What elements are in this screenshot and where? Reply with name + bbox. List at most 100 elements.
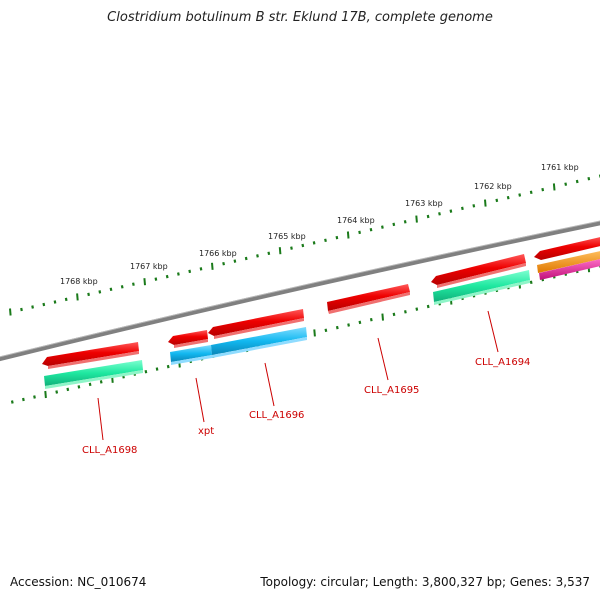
gene-xpt-red[interactable] [168,330,208,348]
minor-tick [87,292,90,297]
minor-tick [415,307,419,311]
genome-backbone [0,220,600,362]
gene-cll-a1696-red[interactable] [208,309,304,339]
minor-tick [290,246,293,250]
minor-tick [381,225,384,229]
minor-tick [324,328,328,333]
leader-line [377,337,389,381]
minor-tick [312,241,316,245]
minor-tick [120,285,124,289]
gene-label-xpt[interactable]: xpt [198,426,214,437]
gene-cll-a1695-red[interactable] [327,284,410,314]
kbp-label: 1764 kbp [337,216,375,225]
gene-cll-a1698-green[interactable] [44,360,143,389]
minor-tick [575,179,579,184]
major-tick [484,199,487,207]
minor-tick [564,182,568,186]
kbp-label: 1761 kbp [541,163,579,172]
minor-tick [541,187,545,192]
kbp-label: 1763 kbp [405,199,443,208]
minor-tick [188,269,192,274]
outer-tick-row [9,174,600,316]
minor-tick [426,214,430,219]
minor-tick [392,312,396,317]
gene-cll-a1698-red[interactable] [42,342,139,369]
kbp-label: 1768 kbp [60,277,98,286]
major-tick [143,278,146,286]
major-tick [346,231,350,239]
genome-summary: Topology: circular; Length: 3,800,327 bp… [260,575,590,589]
minor-tick [177,272,180,276]
gene-label-cll-a1696[interactable]: CLL_A1696 [249,410,304,421]
minor-tick [449,209,453,213]
minor-tick [301,243,305,248]
major-tick [76,293,79,301]
minor-tick [587,176,591,181]
map-title: Clostridium botulinum B str. Eklund 17B,… [107,10,493,25]
minor-tick [403,220,407,224]
major-tick [44,390,47,399]
minor-tick [506,195,510,200]
minor-tick [495,198,499,203]
leader-line [487,310,499,353]
gene-cll-a1694-red[interactable] [431,254,526,288]
minor-tick [31,305,34,309]
leader-line [264,362,275,407]
kbp-label: 1766 kbp [199,249,237,258]
minor-tick [109,287,113,292]
minor-tick [358,230,361,235]
minor-tick [165,274,169,279]
kbp-label: 1767 kbp [130,262,168,271]
minor-tick [438,212,441,216]
minor-tick [529,190,533,195]
gene-edge-red[interactable] [534,236,600,260]
major-tick [381,313,384,321]
minor-tick [267,251,271,256]
minor-tick [42,302,46,307]
minor-tick [88,382,92,387]
minor-tick [244,256,248,261]
minor-tick [256,254,259,258]
gene-edge-orange[interactable] [537,250,600,273]
kbp-labels: 1768 kbp 1767 kbp 1766 kbp 1765 kbp 1764… [60,163,579,286]
major-tick [552,183,556,191]
major-tick [278,247,282,255]
minor-tick [369,317,373,322]
minor-tick [20,307,23,312]
minor-tick [358,320,362,325]
leader-line [97,397,104,441]
minor-tick [99,380,103,384]
minor-tick [335,235,339,240]
major-tick [9,308,12,316]
minor-tick [33,395,36,399]
leader-line [195,377,205,423]
major-tick [211,262,214,270]
minor-tick [461,206,464,211]
minor-tick [22,397,25,402]
minor-tick [144,369,148,374]
minor-tick [66,387,70,392]
kbp-label: 1765 kbp [268,232,306,241]
minor-tick [529,280,533,285]
gene-cll-a1694-green[interactable] [433,270,530,305]
minor-tick [222,261,225,266]
gene-label-cll-a1695[interactable]: CLL_A1695 [364,385,419,396]
major-tick [313,329,316,337]
minor-tick [166,364,170,369]
minor-tick [64,297,68,302]
minor-tick [55,390,59,394]
gene-label-cll-a1694[interactable]: CLL_A1694 [475,357,530,368]
gene-xpt-blue[interactable] [170,345,212,365]
gene-label-cll-a1698[interactable]: CLL_A1698 [82,445,137,456]
gene-edge-pink[interactable] [539,258,600,280]
major-tick [415,215,418,223]
gene-cll-a1696-blue[interactable] [211,327,307,358]
minor-tick [324,238,327,243]
gene-labels: CLL_A1698 xpt CLL_A1696 CLL_A1695 CLL_A1… [82,357,530,456]
minor-tick [77,385,81,389]
minor-tick [404,310,407,314]
minor-tick [199,267,203,271]
kbp-label: 1762 kbp [474,182,512,191]
genome-backbone-highlight [0,220,600,358]
